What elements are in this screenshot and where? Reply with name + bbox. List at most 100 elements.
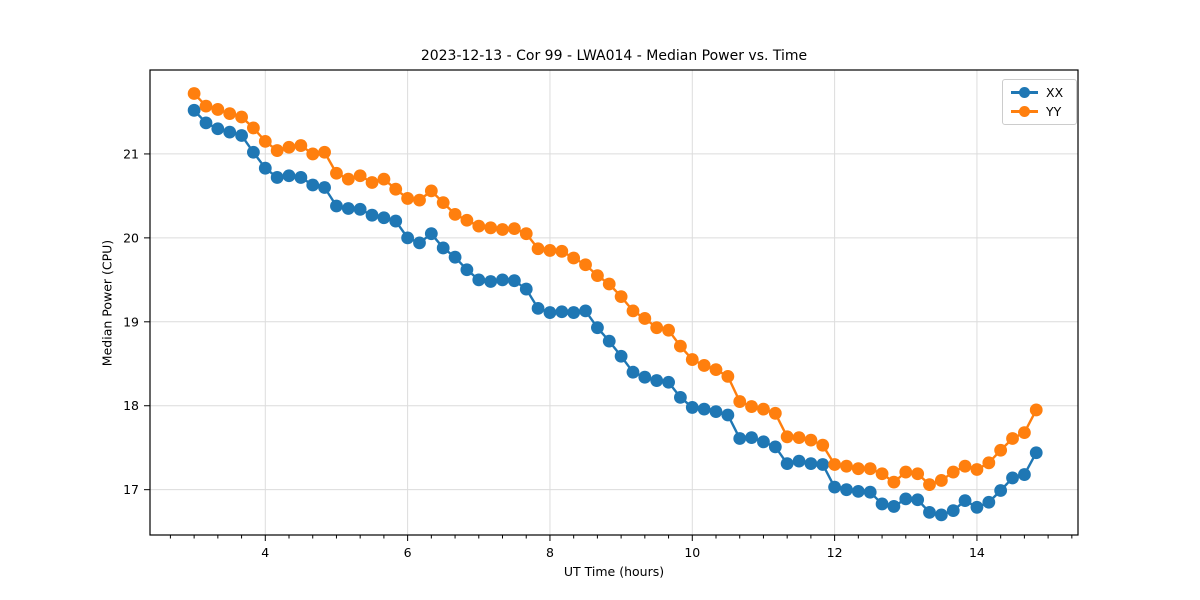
series-yy-point bbox=[745, 400, 758, 413]
series-xx-point bbox=[887, 500, 901, 513]
series-xx-point bbox=[211, 122, 225, 136]
series-yy-point bbox=[187, 87, 201, 100]
series-yy-point bbox=[982, 456, 996, 470]
series-yy-point bbox=[899, 465, 913, 479]
series-yy-point bbox=[674, 339, 687, 353]
series-yy-point bbox=[555, 244, 569, 258]
series-yy-point bbox=[567, 251, 581, 265]
series-xx-point bbox=[994, 484, 1008, 497]
series-xx-line bbox=[193, 109, 1038, 517]
series-yy-point bbox=[223, 107, 237, 121]
x-tick-label: 12 bbox=[827, 545, 843, 560]
legend-marker-xx bbox=[1011, 87, 1038, 98]
series-xx-point bbox=[567, 306, 581, 319]
series-yy-point bbox=[709, 363, 723, 377]
series-xx-point bbox=[875, 497, 889, 511]
series-xx-point bbox=[757, 435, 770, 449]
series-xx-point bbox=[199, 116, 213, 130]
series-xx-point bbox=[484, 275, 498, 288]
series-xx-point bbox=[780, 457, 794, 471]
series-yy-point bbox=[875, 467, 889, 481]
series-xx-point bbox=[472, 273, 486, 287]
series-xx-point bbox=[377, 211, 391, 225]
series-yy-point bbox=[282, 140, 296, 154]
series-xx-point bbox=[318, 181, 331, 194]
series-xx-point bbox=[958, 494, 972, 507]
series-xx-point bbox=[330, 199, 343, 213]
series-yy-point bbox=[1018, 426, 1031, 439]
series-yy-point bbox=[591, 269, 604, 283]
series-xx-point bbox=[863, 485, 877, 499]
series-yy-point bbox=[258, 134, 272, 148]
series-yy-point bbox=[887, 475, 901, 489]
series-xx-point bbox=[840, 483, 853, 497]
series-xx-point bbox=[650, 374, 664, 387]
series-yy-point bbox=[792, 431, 806, 445]
x-tick-label: 6 bbox=[404, 545, 412, 560]
series-yy-point bbox=[531, 242, 545, 256]
series-yy-point bbox=[247, 121, 260, 135]
series-xx-point bbox=[1018, 468, 1031, 481]
y-tick-label: 19 bbox=[123, 314, 139, 329]
series-yy-point bbox=[235, 110, 248, 124]
series-xx-point bbox=[591, 321, 604, 335]
series-yy-point bbox=[697, 359, 711, 372]
series-xx-point bbox=[543, 306, 557, 319]
series-yy-point bbox=[413, 193, 426, 207]
series-yy-point bbox=[306, 147, 320, 161]
series-yy-point bbox=[1006, 432, 1019, 445]
series-yy-point bbox=[294, 139, 308, 152]
series-yy-point bbox=[994, 443, 1008, 457]
series-yy-point bbox=[721, 369, 735, 383]
series-yy-point bbox=[460, 213, 474, 227]
series-xx-point bbox=[733, 432, 747, 445]
series-xx-point bbox=[768, 440, 782, 454]
series-xx-point bbox=[851, 484, 865, 498]
series-yy-point bbox=[602, 277, 616, 291]
series-xx-point bbox=[982, 495, 996, 509]
series-yy-point bbox=[946, 465, 960, 479]
series-yy-point bbox=[816, 438, 830, 452]
series-xx-point bbox=[223, 125, 237, 139]
series-xx-point bbox=[353, 202, 367, 216]
series-yy-point bbox=[757, 402, 770, 416]
series-yy-point bbox=[199, 99, 213, 113]
series-xx-point bbox=[697, 402, 711, 416]
series-yy-point bbox=[1029, 403, 1043, 417]
series-xx-point bbox=[365, 208, 379, 222]
series-xx-point bbox=[792, 454, 806, 468]
series-xx-point bbox=[816, 458, 830, 471]
series-yy-point bbox=[626, 304, 640, 318]
series-yy-point bbox=[365, 176, 379, 189]
series-yy-point bbox=[377, 172, 391, 186]
series-yy-point bbox=[389, 182, 403, 196]
series-yy-point bbox=[851, 462, 865, 476]
series-yy-point bbox=[970, 463, 984, 476]
series-xx-point bbox=[496, 273, 509, 287]
legend-item-xx: XX bbox=[1011, 86, 1068, 99]
series-yy-point bbox=[424, 184, 438, 198]
series-yy-point bbox=[614, 290, 628, 304]
series-yy-point bbox=[579, 258, 592, 272]
series-xx-point bbox=[662, 375, 675, 389]
series-xx-point bbox=[674, 390, 687, 404]
series-xx-point bbox=[282, 169, 296, 183]
series-xx-point bbox=[519, 282, 533, 296]
series-xx-point bbox=[1029, 446, 1043, 460]
series-xx-point bbox=[389, 214, 403, 228]
series-yy-point bbox=[401, 192, 415, 205]
series-xx-point bbox=[424, 227, 438, 241]
series-yy-point bbox=[543, 244, 557, 257]
series-xx-point bbox=[401, 231, 415, 245]
series-yy-point bbox=[318, 145, 331, 159]
series-yy-point bbox=[484, 221, 498, 235]
series-xx-point bbox=[934, 508, 948, 522]
series-xx-point bbox=[685, 401, 699, 414]
series-yy-point bbox=[780, 430, 794, 444]
legend-label-yy: YY bbox=[1046, 104, 1062, 119]
series-xx-point bbox=[460, 263, 474, 277]
series-yy-point bbox=[804, 433, 818, 447]
series-xx-point bbox=[970, 500, 984, 514]
legend-item-yy: YY bbox=[1011, 105, 1068, 118]
